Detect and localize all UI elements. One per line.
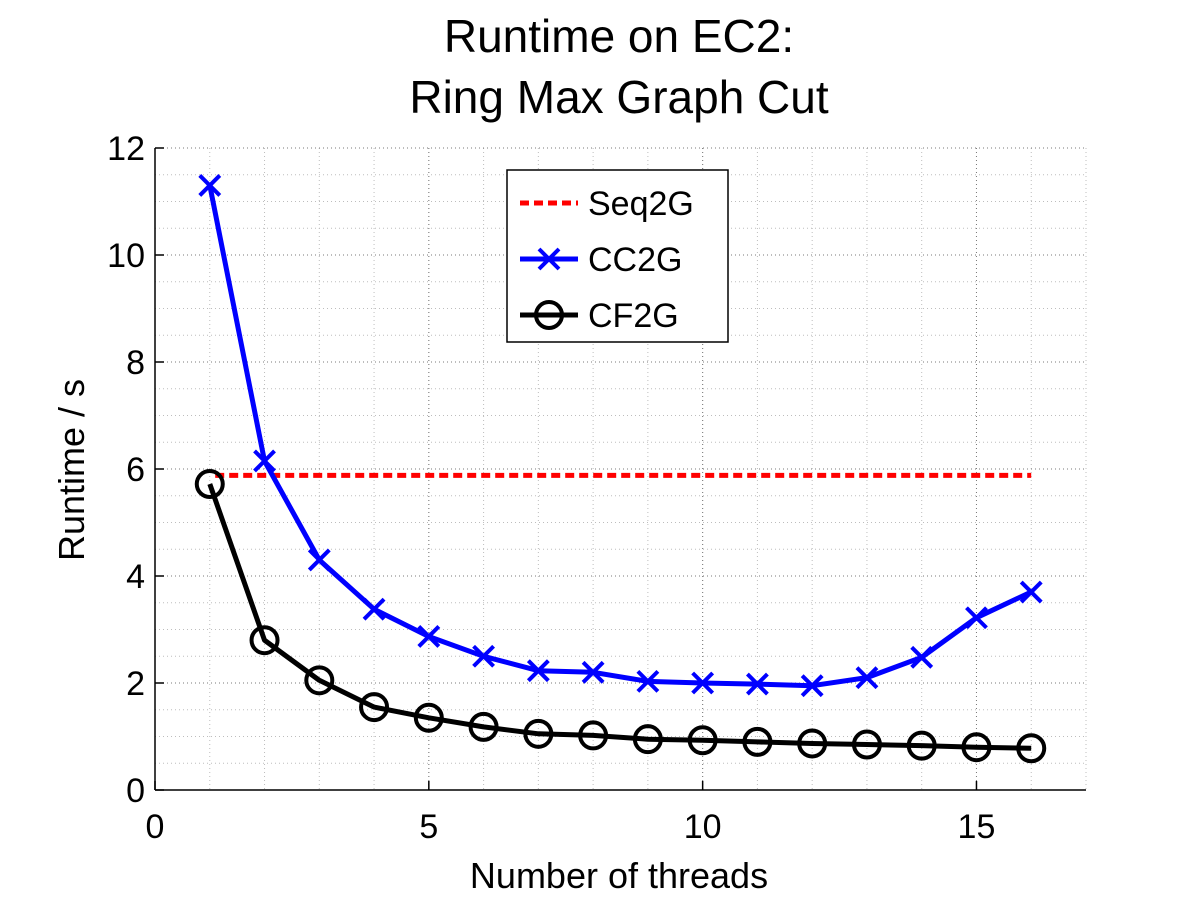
y-axis-label: Runtime / s	[51, 379, 92, 561]
data-point-cc2g	[307, 548, 331, 572]
y-tick-label: 12	[107, 130, 145, 168]
data-point-cc2g	[581, 660, 605, 684]
legend-label: CC2G	[588, 241, 682, 279]
data-point-cf2g	[468, 711, 499, 742]
series-cc2g	[198, 174, 1043, 698]
y-tick-label: 6	[126, 451, 145, 489]
chart-title-line-1: Runtime on EC2:	[444, 10, 794, 62]
legend-entry-seq2g: Seq2G	[520, 185, 694, 223]
data-point-cf2g	[797, 728, 828, 759]
data-point-cf2g	[742, 726, 773, 757]
x-tick-label: 15	[958, 808, 996, 846]
data-point-cc2g	[855, 666, 879, 690]
series-cf2g	[194, 468, 1047, 764]
series-line-cf2g	[207, 483, 1032, 751]
data-point-cf2g	[194, 468, 225, 499]
chart-title-line-2: Ring Max Graph Cut	[409, 71, 828, 123]
data-point-cf2g	[851, 729, 882, 760]
data-point-cf2g	[578, 720, 609, 751]
y-tick-label: 10	[107, 237, 145, 275]
data-point-cc2g	[362, 597, 386, 621]
y-tick-label: 8	[126, 344, 145, 382]
data-point-cc2g	[910, 645, 934, 669]
data-point-cc2g	[800, 674, 824, 698]
legend: Seq2G CC2G CF2G	[506, 169, 729, 343]
legend-marker	[534, 300, 564, 330]
data-point-cf2g	[906, 730, 937, 761]
data-point-cc2g	[417, 625, 441, 648]
x-tick-label: 10	[684, 808, 722, 846]
tick-labels: 0 5 10 15 0 2 4 6 8 10 12	[107, 130, 995, 846]
data-point-cc2g	[965, 606, 988, 630]
y-tick-label: 0	[126, 772, 145, 810]
data-point-cc2g	[636, 669, 660, 693]
axes	[154, 147, 1086, 791]
data-point-cc2g	[472, 644, 496, 668]
data-point-cf2g	[632, 724, 663, 755]
data-point-cc2g	[198, 174, 222, 197]
data-point-cc2g	[691, 671, 715, 695]
data-point-cf2g	[687, 725, 718, 756]
x-tick-label: 5	[419, 808, 438, 846]
data-point-cf2g	[961, 732, 992, 763]
legend-marker	[537, 247, 561, 271]
y-tick-label: 4	[126, 558, 145, 596]
data-point-cc2g	[253, 449, 276, 473]
data-point-cf2g	[413, 702, 444, 733]
data-point-cc2g	[745, 672, 769, 696]
legend-label: Seq2G	[588, 185, 694, 223]
x-axis-label: Number of threads	[470, 855, 768, 896]
data-point-cf2g	[359, 692, 390, 723]
series-line-cc2g	[207, 184, 1033, 689]
data-point-cc2g	[1019, 580, 1043, 604]
data-point-cf2g	[304, 665, 335, 696]
data-point-cc2g	[526, 659, 550, 683]
series	[194, 174, 1047, 764]
data-point-cf2g	[523, 718, 554, 749]
legend-entry-cc2g: CC2G	[520, 241, 682, 279]
legend-label: CF2G	[588, 297, 679, 335]
y-tick-label: 2	[126, 665, 145, 703]
data-point-cf2g	[1016, 733, 1047, 764]
data-point-cf2g	[249, 625, 280, 656]
legend-entry-cf2g: CF2G	[520, 297, 679, 335]
x-tick-label: 0	[146, 808, 165, 846]
